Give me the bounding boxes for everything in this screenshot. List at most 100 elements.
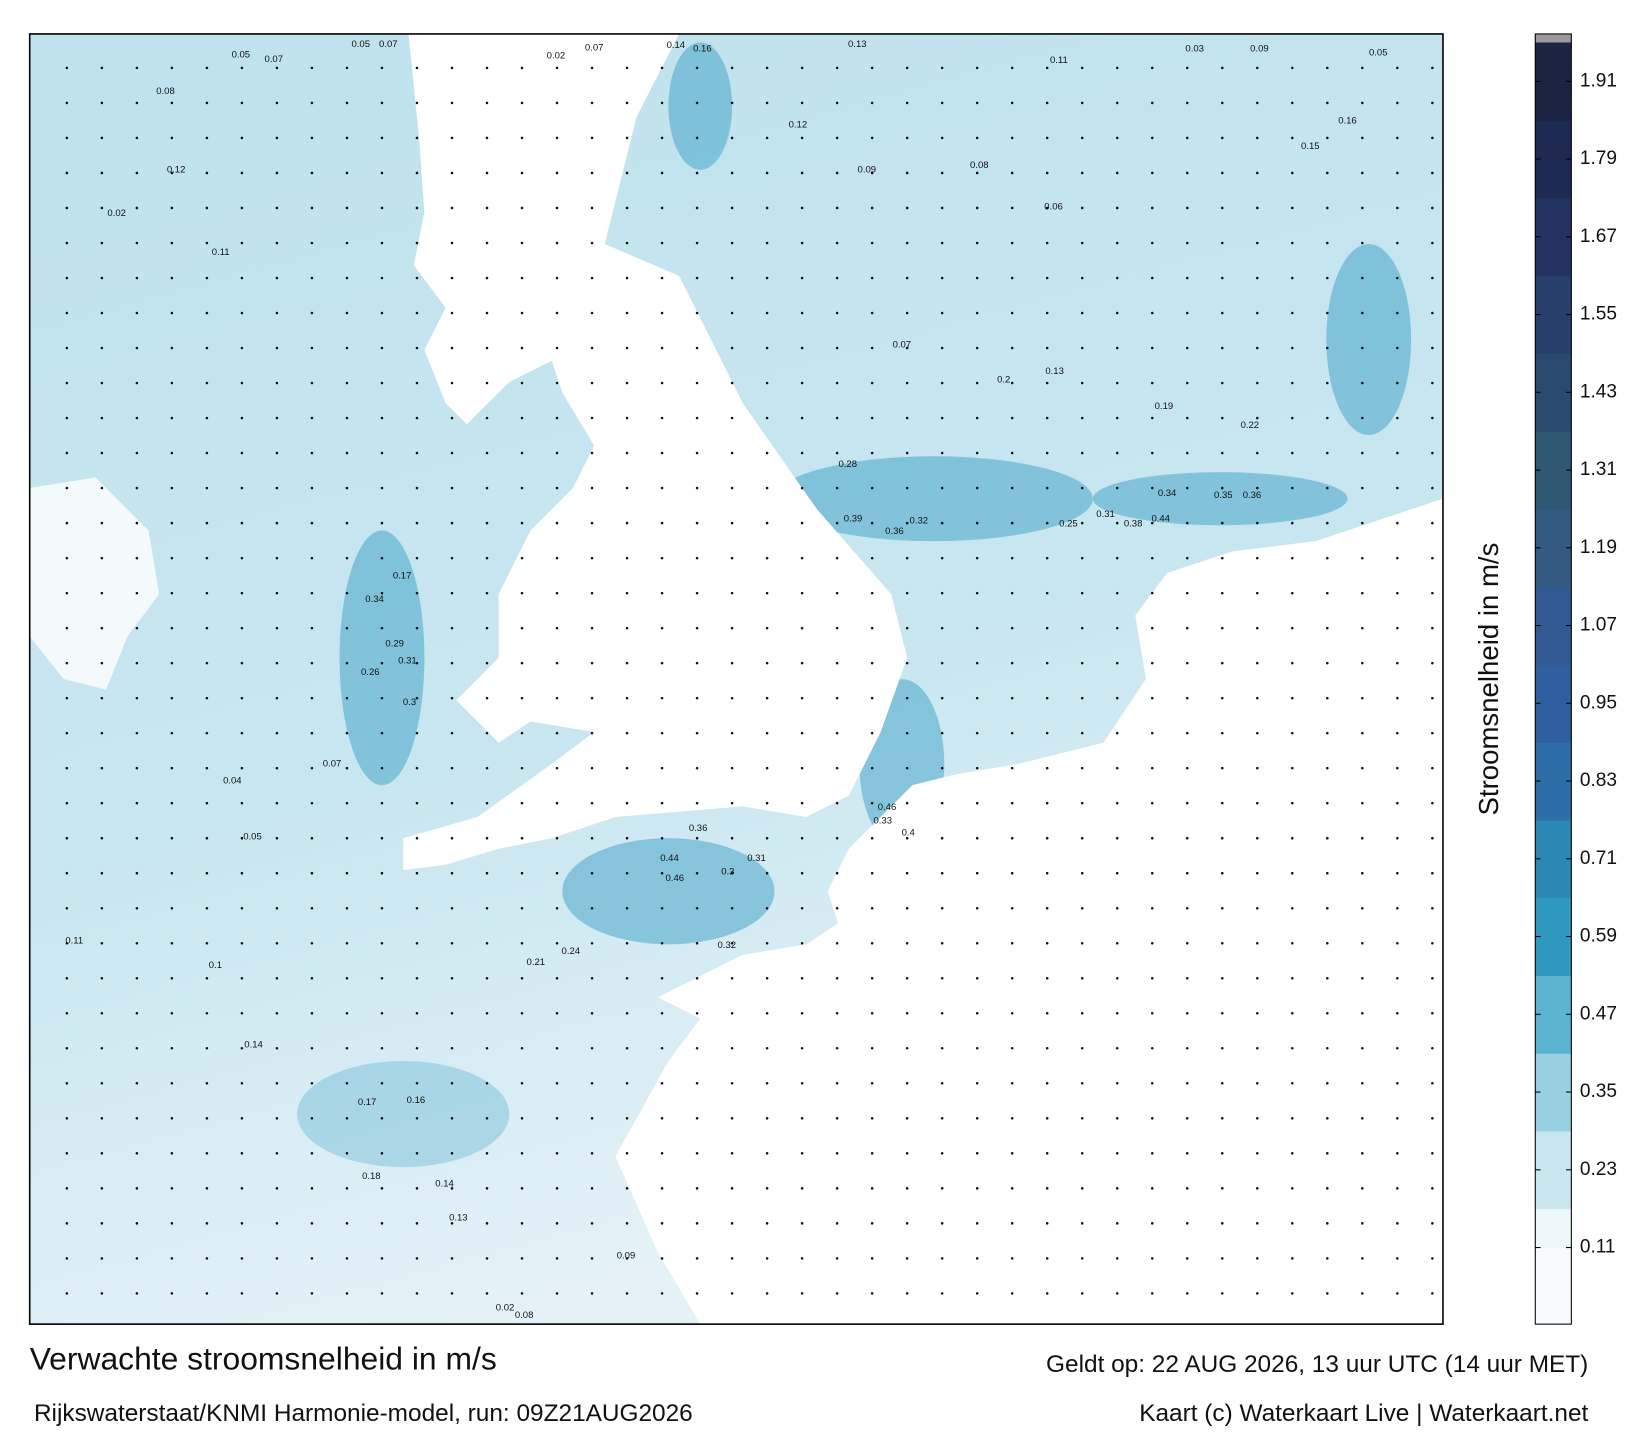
grid-dot bbox=[905, 1011, 909, 1015]
grid-dot bbox=[135, 101, 139, 105]
grid-dot bbox=[170, 136, 174, 140]
grid-dot bbox=[870, 871, 874, 875]
grid-dot bbox=[310, 801, 314, 805]
grid-dot bbox=[1256, 556, 1259, 560]
grid-dot bbox=[1150, 171, 1154, 175]
grid-dot bbox=[1291, 591, 1294, 595]
grid-dot bbox=[450, 381, 454, 385]
grid-dot bbox=[555, 486, 559, 490]
speed-label: 0.11 bbox=[1050, 55, 1068, 66]
grid-dot bbox=[100, 1257, 104, 1260]
grid-dot bbox=[1080, 696, 1084, 700]
grid-dot bbox=[555, 801, 559, 805]
grid-dot bbox=[135, 171, 139, 175]
grid-dot bbox=[1150, 976, 1154, 980]
grid-dot bbox=[1115, 626, 1119, 630]
grid-dot bbox=[1045, 731, 1049, 735]
grid-dot bbox=[205, 346, 209, 350]
grid-dot bbox=[975, 1152, 979, 1155]
grid-dot bbox=[520, 311, 524, 315]
grid-dot bbox=[590, 696, 594, 700]
grid-dot bbox=[975, 346, 979, 350]
grid-dot bbox=[1326, 591, 1329, 595]
grid-dot bbox=[380, 801, 384, 805]
grid-dot bbox=[1256, 1152, 1259, 1155]
grid-dot bbox=[1291, 801, 1294, 805]
speed-label: 0.31 bbox=[747, 853, 766, 864]
grid-dot bbox=[625, 976, 629, 980]
grid-dot bbox=[870, 976, 874, 980]
grid-dot bbox=[975, 1046, 979, 1050]
grid-dot bbox=[590, 661, 594, 665]
grid-dot bbox=[940, 1187, 944, 1190]
grid-dot bbox=[835, 346, 839, 350]
grid-dot bbox=[240, 801, 244, 805]
grid-dot bbox=[1045, 661, 1049, 665]
grid-dot bbox=[170, 836, 174, 840]
speed-label: 0.07 bbox=[379, 39, 398, 50]
grid-dot bbox=[1010, 486, 1014, 490]
grid-dot bbox=[1431, 836, 1434, 840]
grid-dot bbox=[345, 381, 349, 385]
grid-dot bbox=[1115, 836, 1119, 840]
grid-dot bbox=[1220, 941, 1224, 945]
grid-dot bbox=[695, 1222, 699, 1225]
speed-label: 0.39 bbox=[844, 513, 863, 524]
colorbar-tick-label: 1.43 bbox=[1580, 381, 1617, 402]
grid-dot bbox=[730, 206, 734, 210]
grid-dot bbox=[485, 941, 489, 945]
grid-dot bbox=[450, 731, 454, 735]
grid-dot bbox=[695, 206, 699, 210]
grid-dot bbox=[100, 591, 104, 595]
grid-dot bbox=[835, 941, 839, 945]
grid-dot bbox=[555, 276, 559, 280]
grid-dot bbox=[1291, 766, 1294, 770]
grid-dot bbox=[590, 1082, 594, 1085]
grid-dot bbox=[135, 906, 139, 910]
speed-label: 0.31 bbox=[1096, 509, 1115, 520]
grid-dot bbox=[1185, 451, 1189, 455]
grid-dot bbox=[310, 1011, 314, 1015]
grid-dot bbox=[1220, 976, 1224, 980]
grid-dot bbox=[940, 416, 944, 420]
grid-dot bbox=[660, 346, 664, 350]
grid-dot bbox=[730, 1257, 734, 1260]
grid-dot bbox=[345, 906, 349, 910]
grid-dot bbox=[310, 171, 314, 175]
grid-dot bbox=[1045, 836, 1049, 840]
grid-dot bbox=[1115, 381, 1119, 385]
grid-dot bbox=[170, 101, 174, 105]
grid-dot bbox=[135, 1117, 139, 1120]
grid-dot bbox=[415, 346, 419, 350]
grid-dot bbox=[100, 206, 104, 210]
grid-dot bbox=[1326, 1257, 1329, 1260]
grid-dot bbox=[1115, 1292, 1119, 1295]
grid-dot bbox=[1080, 1187, 1084, 1190]
grid-dot bbox=[660, 241, 664, 245]
grid-dot bbox=[590, 1222, 594, 1225]
grid-dot bbox=[1220, 731, 1224, 735]
grid-dot bbox=[485, 1187, 489, 1190]
grid-dot bbox=[1431, 766, 1434, 770]
grid-dot bbox=[520, 66, 524, 70]
grid-dot bbox=[1045, 346, 1049, 350]
grid-dot bbox=[555, 1082, 559, 1085]
grid-dot bbox=[345, 976, 349, 980]
grid-dot bbox=[590, 1011, 594, 1015]
grid-dot bbox=[975, 451, 979, 455]
grid-dot bbox=[170, 276, 174, 280]
grid-dot bbox=[695, 626, 699, 630]
grid-dot bbox=[625, 381, 629, 385]
grid-dot bbox=[1396, 521, 1399, 525]
grid-dot bbox=[345, 766, 349, 770]
grid-dot bbox=[625, 311, 629, 315]
grid-dot bbox=[590, 241, 594, 245]
grid-dot bbox=[345, 1257, 349, 1260]
grid-dot bbox=[415, 1117, 419, 1120]
grid-dot bbox=[835, 1117, 839, 1120]
grid-dot bbox=[1326, 696, 1329, 700]
grid-dot bbox=[1256, 906, 1259, 910]
grid-dot bbox=[730, 1117, 734, 1120]
grid-dot bbox=[205, 976, 209, 980]
grid-dot bbox=[1396, 1222, 1399, 1225]
